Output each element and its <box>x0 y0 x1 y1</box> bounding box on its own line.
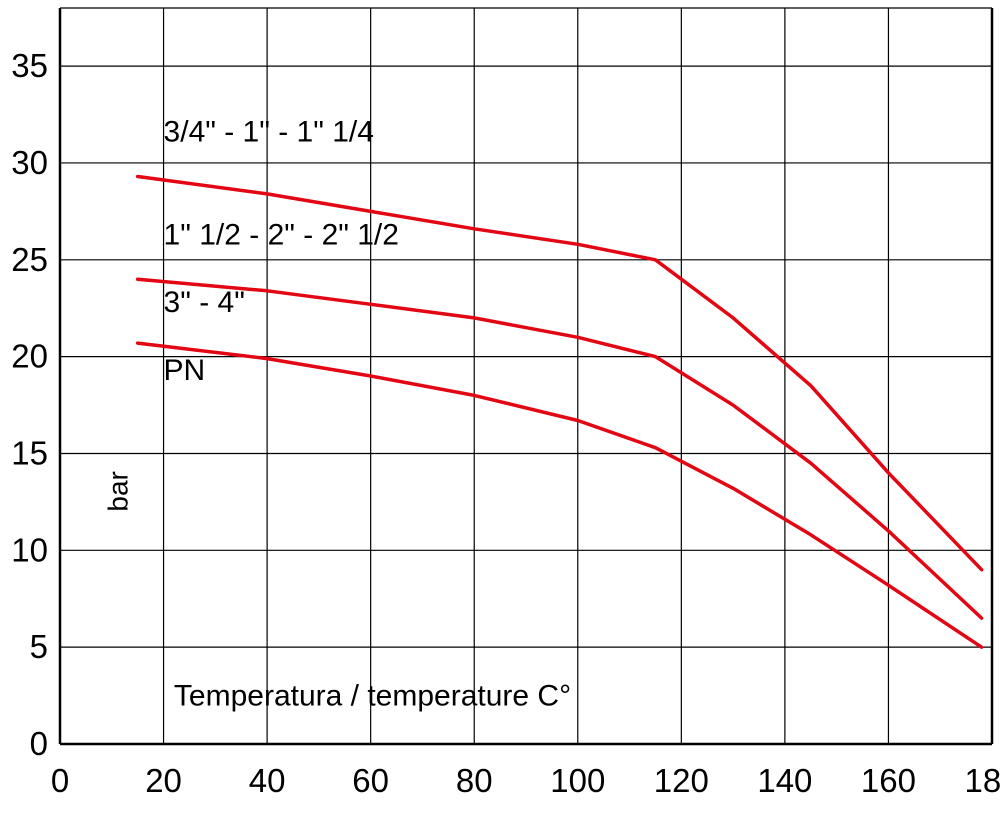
pn-label: PN <box>164 354 206 387</box>
y-tick-label: 0 <box>30 725 48 762</box>
x-tick-label: 100 <box>550 762 605 799</box>
x-tick-labels: 0 20 40 60 80 100 120 140 160 180 <box>51 762 1000 799</box>
curve-2 <box>138 279 982 618</box>
y-axis-label-bar: bar <box>102 471 133 511</box>
series-1-label: 3/4" - 1" - 1" 1/4 <box>164 116 374 149</box>
x-axis-label: Temperatura / temperature C° <box>174 679 571 712</box>
y-tick-label: 20 <box>11 338 48 375</box>
chart-svg: 05101520253035 020406080100120140160180 … <box>0 0 1000 813</box>
y-tick-label: 10 <box>11 531 48 568</box>
y-tick-labels: 0 5 10 15 20 25 30 35 <box>11 47 48 762</box>
x-tick-label: 80 <box>456 762 493 799</box>
x-tick-label: 120 <box>654 762 709 799</box>
x-tick-label: 60 <box>352 762 389 799</box>
y-tick-label: 15 <box>11 434 48 471</box>
y-tick-label: 30 <box>11 144 48 181</box>
curve-3 <box>138 343 982 647</box>
x-tick-label: 160 <box>861 762 916 799</box>
x-tick-label: 180 <box>964 762 1000 799</box>
x-tick-label: 40 <box>249 762 286 799</box>
x-tick-label: 0 <box>51 762 69 799</box>
x-tick-label: 140 <box>757 762 812 799</box>
y-tick-label: 5 <box>30 628 48 665</box>
pressure-temperature-chart: 05101520253035 020406080100120140160180 … <box>0 0 1000 813</box>
series-2-label: 1" 1/2 - 2" - 2" 1/2 <box>164 218 399 251</box>
x-tick-label: 20 <box>145 762 182 799</box>
y-tick-label: 25 <box>11 241 48 278</box>
y-tick-label: 35 <box>11 47 48 84</box>
series-3-label: 3" - 4" <box>164 286 245 319</box>
